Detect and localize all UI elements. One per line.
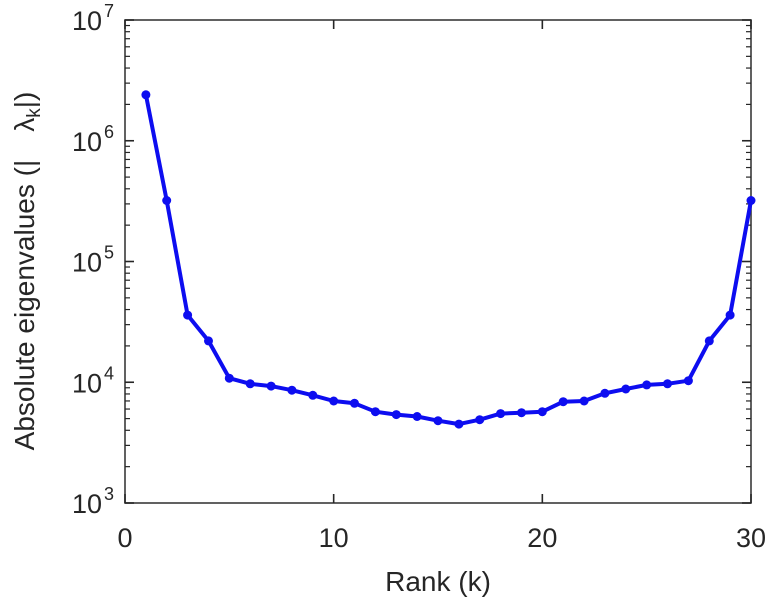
y-axis-label-suffix: |) [9, 91, 40, 109]
data-point-marker [704, 336, 714, 346]
lambda-symbol: λ [9, 117, 40, 132]
x-axis-label: Rank (k) [385, 566, 491, 597]
data-point-marker [642, 380, 652, 390]
x-tick-label: 30 [736, 523, 766, 553]
y-tick-label: 10 4 [72, 363, 114, 398]
data-point-marker [517, 408, 526, 418]
data-point-marker [350, 398, 359, 408]
data-point-marker [329, 396, 339, 406]
data-point-marker [558, 397, 568, 407]
data-point-marker [204, 336, 213, 346]
data-point-marker [308, 390, 318, 400]
data-point-marker [496, 409, 506, 419]
data-line [143, 92, 753, 427]
y-axis-label-prefix: Absolute eigenvalues (| [9, 131, 40, 451]
series-absolute-eigenvalues [141, 90, 756, 429]
data-point-marker [683, 376, 693, 386]
y-tick-label: 10 3 [72, 484, 114, 519]
x-tick-label: 20 [527, 523, 557, 553]
data-point-marker [162, 196, 172, 205]
x-tick-label: 10 [319, 523, 349, 553]
data-point-marker [475, 415, 485, 425]
data-point-marker [245, 379, 255, 389]
data-point-marker [746, 196, 756, 205]
lambda-subscript: k [24, 108, 45, 118]
y-axis-label: Absolute eigenvalues (| λk|) [9, 21, 49, 521]
data-point-marker [183, 310, 193, 320]
data-point-marker [266, 381, 276, 391]
y-tick-label: 10 6 [72, 122, 114, 157]
x-tick-label: 0 [117, 523, 132, 553]
data-point-marker [663, 379, 672, 389]
data-point-marker [370, 407, 380, 417]
data-point-marker [433, 416, 443, 426]
y-tick-label: 10 5 [72, 243, 114, 278]
data-point-marker [621, 384, 631, 394]
data-point-marker [287, 385, 297, 395]
data-point-marker [141, 90, 151, 100]
x-axis: 0 10 20 30 [117, 20, 766, 553]
data-point-marker [537, 407, 547, 417]
data-point-marker [391, 410, 401, 420]
data-point-marker [579, 396, 589, 406]
data-point-marker [224, 373, 234, 383]
y-tick-label: 10 7 [72, 1, 114, 36]
data-point-marker [725, 310, 735, 320]
data-point-marker [600, 388, 610, 398]
data-point-marker [454, 419, 464, 429]
plot-box [124, 19, 752, 504]
data-point-marker [412, 412, 422, 421]
